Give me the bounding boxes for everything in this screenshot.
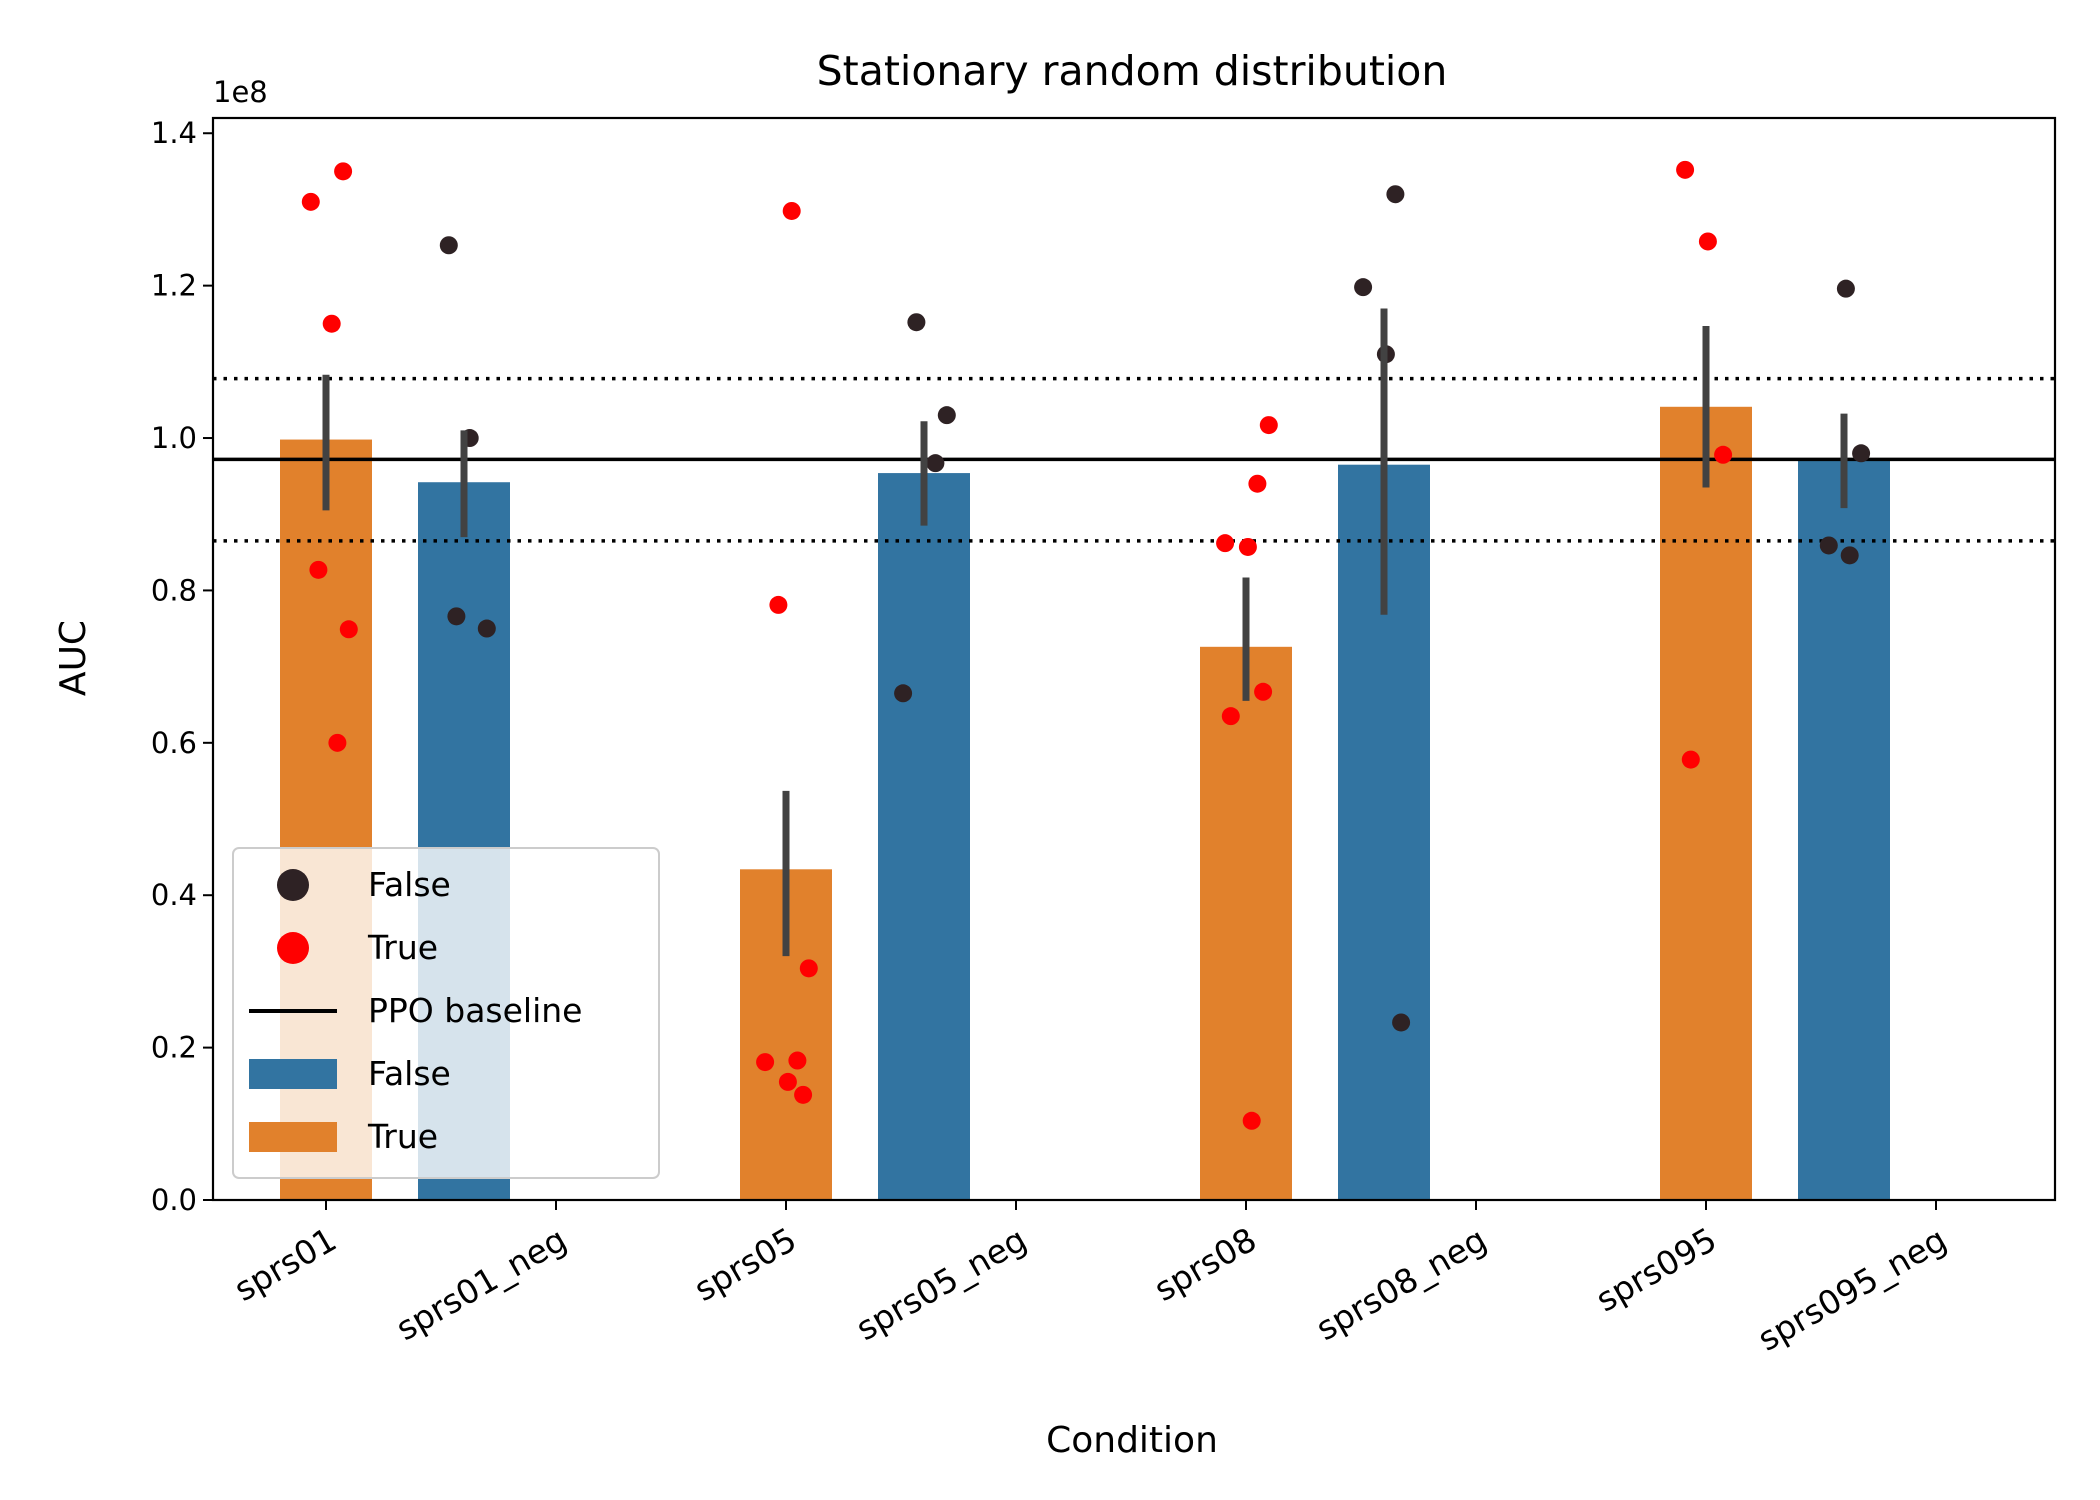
legend-label: True — [367, 1117, 438, 1156]
bar-sprs095 — [1660, 406, 1752, 1200]
point-sprs01-2 — [322, 314, 341, 333]
point-sprs05-1 — [769, 595, 788, 614]
point-sprs05-2 — [799, 959, 818, 978]
point-sprs05-3 — [788, 1051, 807, 1070]
point-sprs08-4 — [1254, 682, 1273, 701]
point-sprs01_neg-3 — [477, 619, 496, 638]
point-sprs01_neg-0 — [439, 236, 458, 255]
point-sprs08-6 — [1242, 1111, 1261, 1130]
y-tick-label: 0.8 — [151, 573, 197, 607]
point-sprs095-0 — [1676, 160, 1695, 179]
point-sprs08_neg-1 — [1354, 278, 1373, 297]
point-sprs08_neg-3 — [1392, 1013, 1411, 1032]
y-tick-label: 0.6 — [151, 726, 197, 760]
legend-box — [232, 847, 660, 1179]
point-sprs05_neg-0 — [907, 313, 926, 332]
point-sprs01-0 — [334, 162, 353, 181]
y-tick-label: 0.2 — [151, 1031, 197, 1065]
legend-point-marker-true — [277, 932, 309, 964]
y-tick-label: 1.0 — [151, 421, 197, 455]
point-sprs095-1 — [1698, 232, 1717, 251]
point-sprs095_neg-1 — [1852, 444, 1871, 463]
bar-sprs05_neg — [878, 473, 970, 1201]
legend-point-marker-false — [277, 869, 309, 901]
legend-label: True — [367, 928, 438, 967]
point-sprs01-4 — [339, 620, 358, 639]
point-sprs095-3 — [1681, 750, 1700, 769]
point-sprs08-2 — [1216, 534, 1235, 553]
legend: False True PPO baseline False True — [232, 847, 660, 1179]
y-axis-label: AUC — [53, 620, 94, 696]
point-sprs05_neg-3 — [894, 684, 913, 703]
point-sprs08-3 — [1238, 537, 1257, 556]
point-sprs05_neg-2 — [926, 454, 945, 473]
point-sprs08_neg-0 — [1386, 185, 1405, 204]
axes-frame — [211, 116, 2057, 1202]
point-sprs05_neg-1 — [937, 406, 956, 425]
bar-sprs095_neg — [1798, 459, 1890, 1200]
x-axis-label: Condition — [1046, 1420, 1218, 1461]
legend-bar-patch-false — [249, 1059, 337, 1089]
point-sprs05-6 — [794, 1085, 813, 1104]
point-sprs01-5 — [328, 733, 347, 752]
y-tick-label: 1.4 — [151, 116, 197, 150]
point-sprs01-3 — [309, 560, 328, 579]
point-sprs01-1 — [301, 192, 320, 211]
bar-sprs08 — [1200, 646, 1292, 1200]
legend-bar-patch-true — [249, 1122, 337, 1152]
point-sprs05-4 — [756, 1053, 775, 1072]
y-tick-label: 1.2 — [151, 269, 197, 303]
point-sprs095-2 — [1714, 445, 1733, 464]
legend-label: False — [368, 1054, 451, 1093]
point-sprs05-0 — [782, 201, 801, 220]
legend-label: False — [368, 865, 451, 904]
point-sprs08-5 — [1221, 707, 1240, 726]
chart-title: Stationary random distribution — [817, 47, 1448, 95]
point-sprs08-0 — [1259, 416, 1278, 435]
y-offset-label: 1e8 — [213, 75, 268, 109]
point-sprs095_neg-2 — [1819, 536, 1838, 555]
legend-label: PPO baseline — [368, 991, 582, 1030]
point-sprs095_neg-0 — [1836, 279, 1855, 298]
y-tick-label: 0.0 — [151, 1183, 197, 1217]
y-tick-label: 0.4 — [151, 878, 197, 912]
point-sprs08-1 — [1248, 474, 1267, 493]
point-sprs095_neg-3 — [1840, 546, 1859, 565]
point-sprs05-5 — [778, 1072, 797, 1091]
point-sprs01_neg-2 — [447, 607, 466, 626]
